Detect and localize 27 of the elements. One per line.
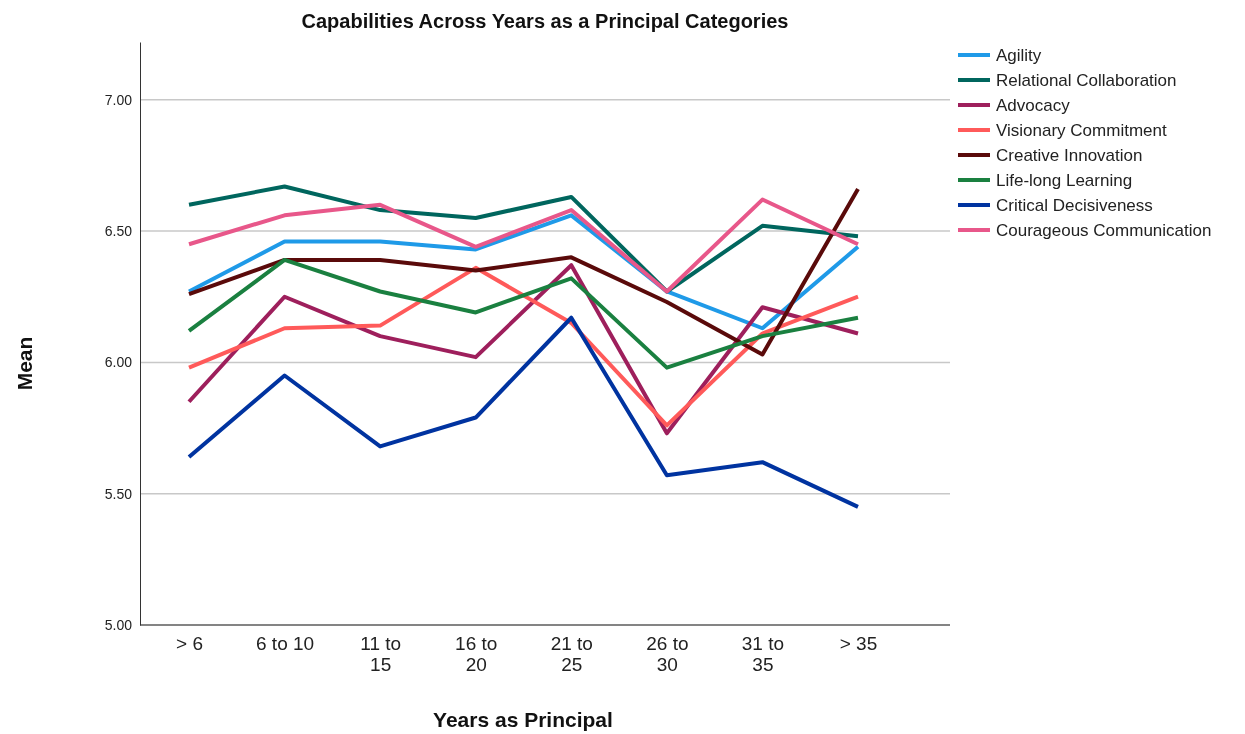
x-tick-label: > 6 xyxy=(176,633,203,655)
y-tick-label: 5.00 xyxy=(104,616,133,633)
legend-label: Visionary Commitment xyxy=(996,121,1167,140)
x-tick-label: 6 to 10 xyxy=(256,633,315,655)
x-tick-label: 26 to 30 xyxy=(646,633,689,676)
y-tick-label: 6.50 xyxy=(104,223,133,240)
y-tick-label: 6.00 xyxy=(104,354,133,371)
y-tick-label: 5.50 xyxy=(104,485,133,502)
legend-label: Critical Decisiveness xyxy=(996,196,1153,215)
y-tick-label: 7.00 xyxy=(104,91,133,108)
line-series xyxy=(187,187,860,357)
legend-label: Life-long Learning xyxy=(996,171,1133,190)
x-tick-label: 21 to 25 xyxy=(550,633,593,676)
legend-label: Agility xyxy=(996,46,1042,65)
chart-title: Capabilities Across Years as a Principal Categories xyxy=(301,10,789,32)
x-tick-label: 11 to 15 xyxy=(360,633,402,676)
legend-label: Relational Collaboration xyxy=(996,71,1177,90)
x-tick-label: > 35 xyxy=(839,633,878,655)
legend-label: Advocacy xyxy=(996,96,1071,115)
x-tick-label: 31 to 35 xyxy=(741,633,785,676)
legend-label: Creative Innovation xyxy=(996,146,1143,165)
line-series xyxy=(187,257,860,370)
y-axis-title: Mean xyxy=(13,336,36,391)
x-tick-label: 16 to 20 xyxy=(455,633,498,676)
legend-label: Courageous Communication xyxy=(996,221,1212,240)
line-series xyxy=(187,315,860,509)
x-axis-title: Years as Principal xyxy=(433,708,613,731)
